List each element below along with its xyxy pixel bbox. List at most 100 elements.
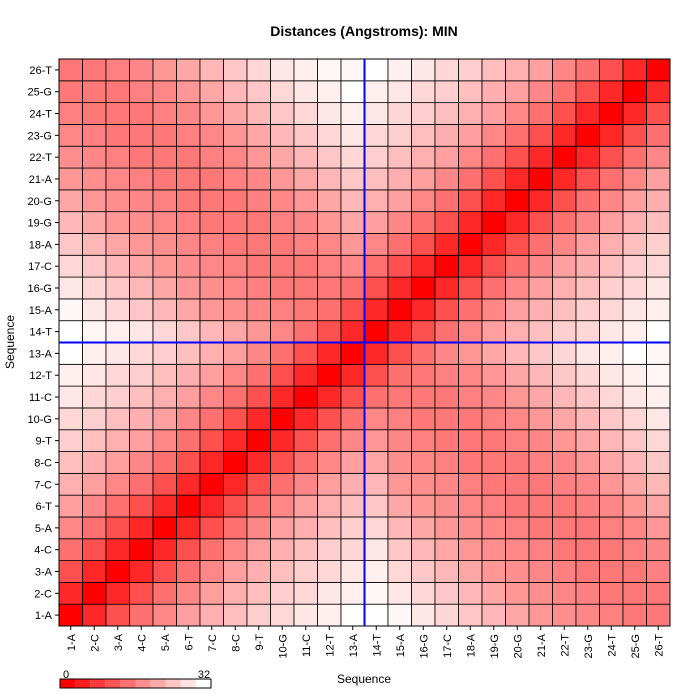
heatmap-cell-21-A-26-T [646,167,671,191]
heatmap-cell-4-C-11-C [293,538,318,561]
heatmap-cell-2-C-8-C [223,581,248,605]
heatmap-cell-1-A-19-G [481,603,506,627]
heatmap-cell-11-C-26-T [646,385,671,409]
heatmap-cell-13-A-1-A [58,342,83,365]
heatmap-cell-16-G-16-G [411,276,436,300]
heatmap-cell-7-C-5-A [152,472,177,496]
heatmap-cell-25-G-1-A [58,80,83,104]
heatmap-cell-26-T-18-A [458,58,483,82]
heatmap-cell-2-C-14-T [364,581,389,605]
heatmap-cell-5-A-3-A [105,516,130,540]
heatmap-cell-10-G-25-G [622,407,647,431]
heatmap-cell-23-G-9-T [246,124,271,147]
heatmap-cell-26-T-19-G [481,58,506,82]
heatmap-cell-1-A-14-T [364,603,389,627]
heatmap-cell-13-A-10-G [270,342,295,365]
heatmap-cell-6-T-9-T [246,494,271,518]
heatmap-cell-24-T-24-T [599,102,624,125]
heatmap-cell-12-T-16-G [411,363,436,387]
heatmap-cell-13-A-24-T [599,342,624,365]
colorbar-step [105,679,121,688]
y-tick-label: 13-A [29,348,53,360]
heatmap-cell-10-G-23-G [575,407,600,431]
heatmap-cell-24-T-3-A [105,102,130,125]
heatmap-cell-20-G-10-G [270,189,295,213]
x-tick-label: 23-G [583,634,595,658]
heatmap-cell-7-C-8-C [223,472,248,496]
heatmap-cell-3-A-6-T [176,560,201,583]
heatmap-cell-14-T-4-C [129,320,154,343]
heatmap-cell-9-T-3-A [105,429,130,452]
heatmap-cell-22-T-15-A [387,145,412,169]
heatmap-cell-25-G-22-T [552,80,577,104]
heatmap-cell-12-T-26-T [646,363,671,387]
heatmap-cell-15-A-10-G [270,298,295,322]
heatmap-cell-1-A-23-G [575,603,600,627]
x-tick-label: 3-A [113,633,125,651]
heatmap-cell-23-G-7-C [199,124,224,147]
heatmap-cell-19-G-19-G [481,211,506,234]
heatmap-cell-22-T-19-G [481,145,506,169]
heatmap-cell-7-C-10-G [270,472,295,496]
heatmap-cell-11-C-14-T [364,385,389,409]
heatmap-cell-8-C-24-T [599,451,624,474]
heatmap-cell-9-T-16-G [411,429,436,452]
heatmap-cell-15-A-26-T [646,298,671,322]
heatmap-cell-4-C-2-C [82,538,107,561]
y-tick-label: 6-T [36,501,53,513]
heatmap-cell-19-G-25-G [622,211,647,234]
x-tick-label: 17-C [442,634,454,658]
heatmap-cell-11-C-18-A [458,385,483,409]
heatmap-cell-12-T-25-G [622,363,647,387]
heatmap-cell-26-T-22-T [552,58,577,82]
heatmap-cell-16-G-18-A [458,276,483,300]
heatmap-cell-6-T-7-C [199,494,224,518]
heatmap-cell-3-A-12-T [317,560,342,583]
heatmap-cell-25-G-25-G [622,80,647,104]
heatmap-cell-12-T-7-C [199,363,224,387]
colorbar-step [60,679,76,688]
heatmap-cell-5-A-10-G [270,516,295,540]
heatmap-cell-26-T-8-C [223,58,248,82]
heatmap-cell-10-G-21-A [528,407,553,431]
heatmap-cell-11-C-6-T [176,385,201,409]
heatmap-cell-18-A-21-A [528,233,553,256]
heatmap-cell-6-T-13-A [340,494,365,518]
heatmap-cell-6-T-12-T [317,494,342,518]
heatmap-cell-14-T-21-A [528,320,553,343]
heatmap-cell-2-C-4-C [129,581,154,605]
heatmap-cell-24-T-13-A [340,102,365,125]
heatmap-cell-2-C-17-C [434,581,459,605]
heatmap-cell-5-A-9-T [246,516,271,540]
heatmap-cell-11-C-9-T [246,385,271,409]
x-tick-label: 12-T [324,634,336,657]
heatmap-cell-4-C-13-A [340,538,365,561]
heatmap-cell-26-T-5-A [152,58,177,82]
heatmap-cell-9-T-14-T [364,429,389,452]
heatmap-cell-12-T-12-T [317,363,342,387]
x-tick-label: 1-A [66,633,78,651]
heatmap-cell-7-C-16-G [411,472,436,496]
heatmap-cell-12-T-15-A [387,363,412,387]
x-tick-label: 25-G [630,634,642,658]
heatmap-cell-21-A-14-T [364,167,389,191]
heatmap-cell-6-T-3-A [105,494,130,518]
colorbar-step [120,679,136,688]
heatmap-cell-2-C-15-A [387,581,412,605]
y-tick-label: 16-G [28,283,52,295]
heatmap-cell-21-A-24-T [599,167,624,191]
heatmap-cell-24-T-1-A [58,102,83,125]
heatmap-cell-5-A-11-C [293,516,318,540]
heatmap-cell-19-G-5-A [152,211,177,234]
heatmap-cell-13-A-13-A [340,342,365,365]
heatmap-cell-8-C-20-G [505,451,530,474]
x-tick-label: 10-G [277,634,289,658]
heatmap-cell-15-A-19-G [481,298,506,322]
heatmap-cell-18-A-24-T [599,233,624,256]
heatmap-cell-24-T-20-G [505,102,530,125]
y-tick-label: 14-T [29,327,52,339]
colorbar-step [150,679,166,688]
heatmap-cell-3-A-1-A [58,560,83,583]
heatmap-cell-13-A-14-T [364,342,389,365]
heatmap-cell-13-A-23-G [575,342,600,365]
